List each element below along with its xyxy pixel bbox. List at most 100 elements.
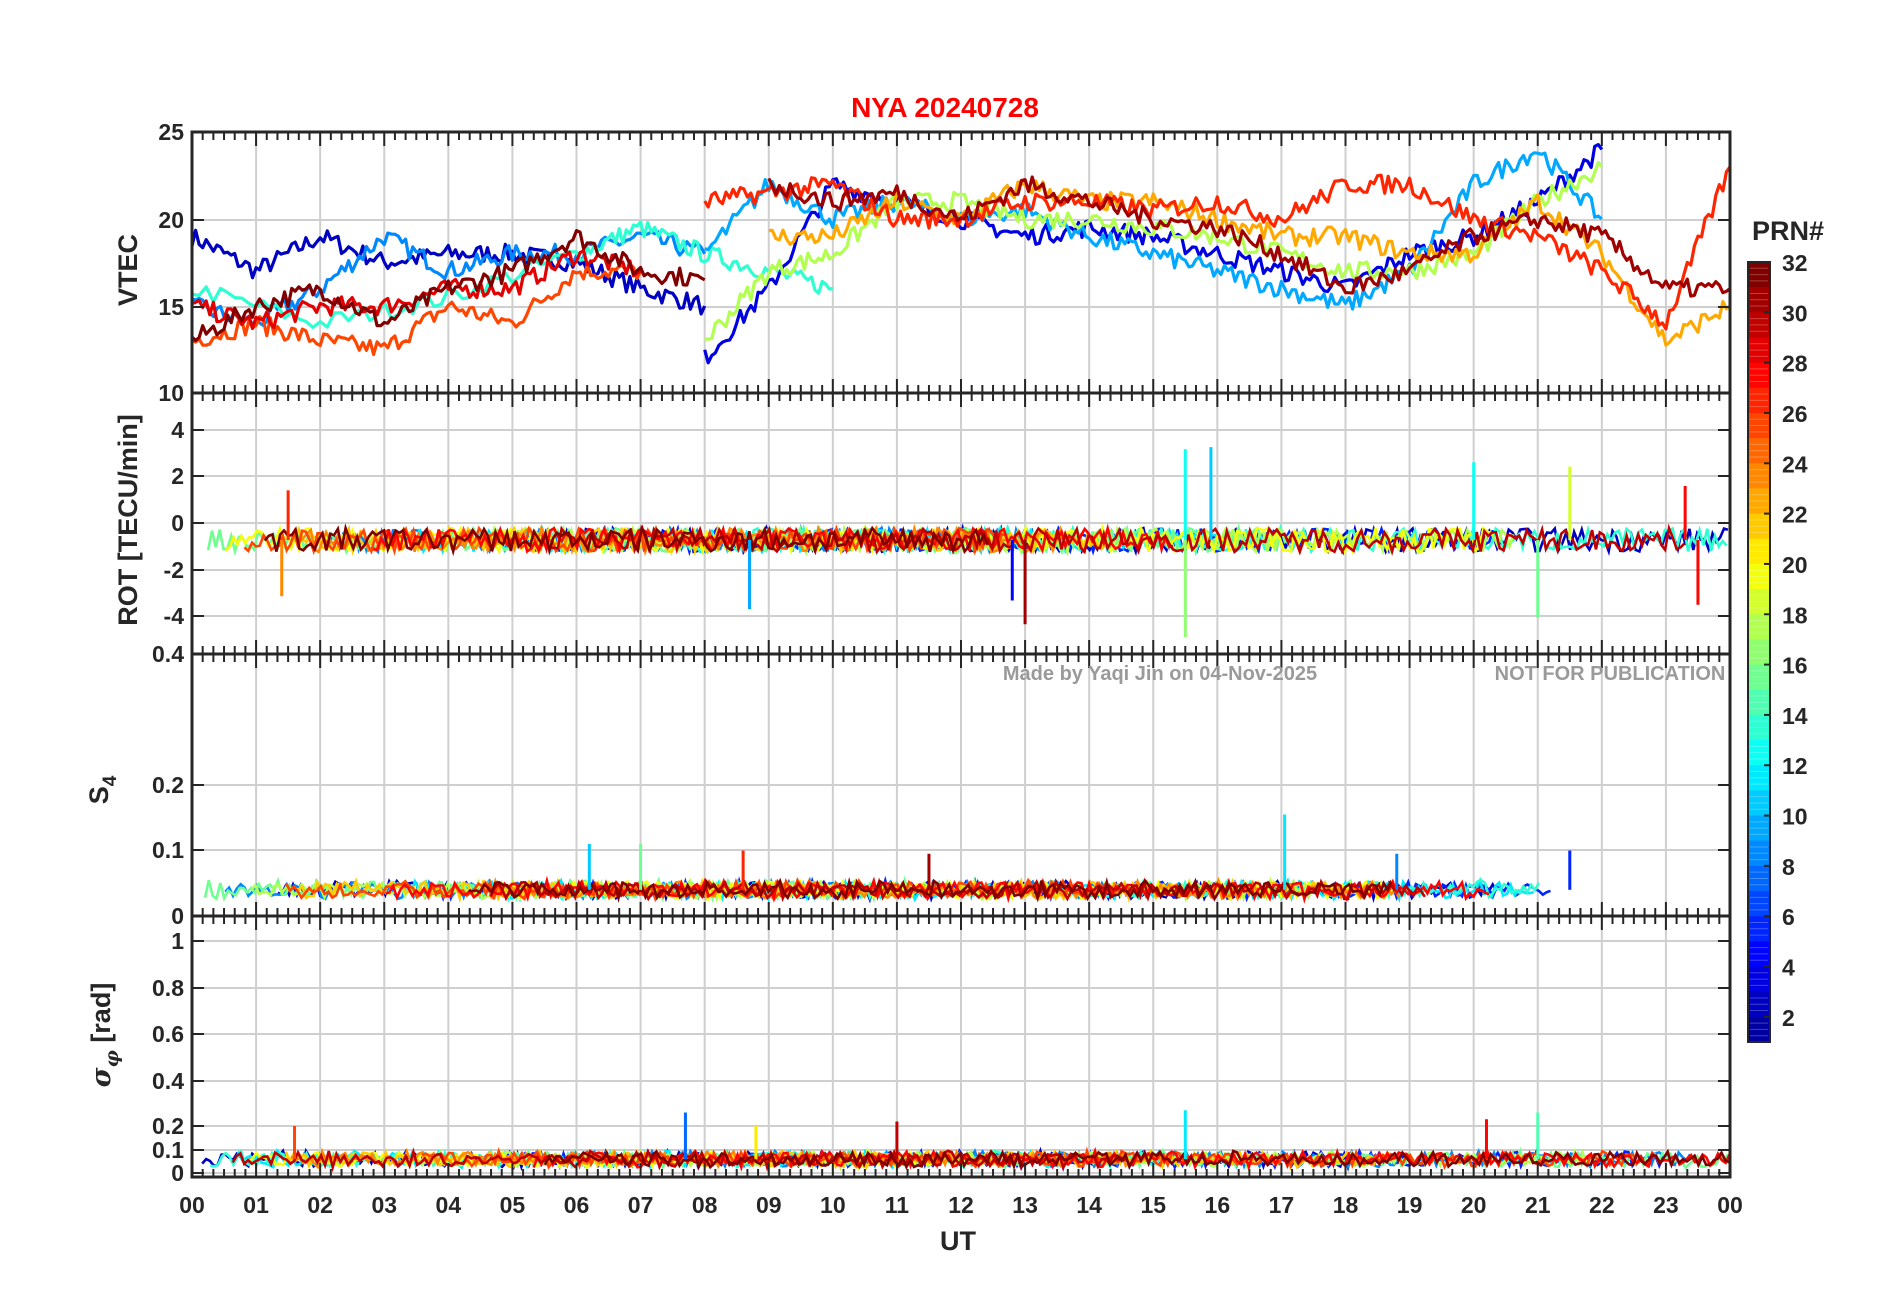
colorbar-tick-label: 30: [1782, 300, 1808, 326]
x-tick-label: 22: [1589, 1192, 1615, 1218]
series-line: [468, 877, 1393, 904]
colorbar-segment: [1748, 488, 1770, 515]
colorbar-segment: [1748, 387, 1770, 414]
colorbar-segment: [1748, 991, 1770, 1018]
panel-rot: 0 2 4 -2 -4: [164, 391, 1732, 656]
x-tick-label: 13: [1012, 1192, 1038, 1218]
panel-s4: 0 0.4 0.2 0.1: [152, 641, 1732, 929]
x-tick-label: 01: [243, 1192, 269, 1218]
x-tick-label: 09: [756, 1192, 782, 1218]
colorbar-segment: [1748, 740, 1770, 767]
colorbar-segment: [1748, 714, 1770, 742]
y-tick-label: 0.2: [152, 1113, 184, 1139]
svg-text:S4: S4: [84, 775, 121, 804]
series-line: [767, 175, 1730, 298]
y-tick-label: 0.6: [152, 1021, 184, 1047]
colorbar-tick-label: 22: [1782, 502, 1808, 528]
y-tick-label: -4: [164, 603, 185, 629]
series-line: [703, 165, 1730, 331]
colorbar-segment: [1748, 262, 1770, 289]
colorbar-segment: [1748, 312, 1770, 339]
colorbar-segment: [1748, 362, 1770, 389]
x-tick-label: 20: [1461, 1192, 1487, 1218]
colorbar-frame: [1747, 261, 1771, 1043]
svg-text:σφ [rad]: σφ [rad]: [86, 983, 123, 1088]
colorbar-segment: [1748, 287, 1770, 314]
colorbar-tick-label: 6: [1782, 904, 1795, 930]
colorbar-segment: [1748, 538, 1770, 565]
colorbar-tick-label: 4: [1782, 955, 1795, 981]
colorbar-segment: [1748, 639, 1770, 666]
y-tick-label: 15: [158, 294, 184, 320]
colorbar-segment: [1748, 614, 1770, 641]
y-tick-label: 0.4: [152, 641, 184, 667]
x-tick-label: 00: [1717, 1192, 1743, 1218]
series-line: [550, 523, 1686, 557]
y-tick-label: 0.4: [152, 1068, 184, 1094]
x-tick-label: 03: [371, 1192, 397, 1218]
colorbar-segment: [1748, 941, 1770, 968]
colorbar-segment: [1748, 337, 1770, 364]
colorbar-tick-label: 10: [1782, 804, 1808, 830]
y-tick-label: 0.1: [152, 837, 184, 863]
x-tick-label: 23: [1653, 1192, 1679, 1218]
colorbar-segment: [1748, 589, 1770, 616]
x-tick-label: 06: [564, 1192, 590, 1218]
y-tick-label: 1: [171, 928, 184, 954]
colorbar-segment: [1748, 891, 1770, 918]
series-line: [263, 523, 989, 557]
y-tick-label: 0: [171, 510, 184, 536]
x-tick-label: 16: [1205, 1192, 1231, 1218]
series-group: [203, 814, 1572, 904]
watermark-author: Made by Yaqi Jin on 04-Nov-2025: [1003, 663, 1317, 685]
x-tick-label: 12: [948, 1192, 974, 1218]
y-tick-label: 25: [158, 119, 184, 145]
x-tick-label: 04: [436, 1192, 462, 1218]
series-line: [543, 1148, 1730, 1171]
colorbar-tick-label: 20: [1782, 552, 1808, 578]
colorbar-segment: [1748, 664, 1770, 691]
series-line: [192, 262, 643, 357]
y-tick-label: 0: [171, 903, 184, 929]
y-axis-label-s4: S4: [84, 775, 121, 804]
y-tick-label: 0.1: [152, 1137, 184, 1163]
x-tick-label: 10: [820, 1192, 846, 1218]
colorbar-segment: [1748, 966, 1770, 993]
colorbar-segment: [1748, 865, 1770, 893]
colorbar-tick-label: 2: [1782, 1005, 1795, 1031]
series-line: [373, 523, 1174, 555]
y-axis-label-vtec: VTEC: [113, 234, 143, 306]
chart-title: NYA 20240728: [851, 92, 1039, 123]
y-tick-label: 0.8: [152, 975, 184, 1001]
colorbar-segment: [1748, 438, 1770, 465]
colorbar-label: PRN#: [1752, 216, 1824, 246]
series-line: [192, 230, 707, 328]
colorbar-segment: [1748, 412, 1770, 440]
series-group: [192, 143, 1730, 365]
x-tick-label: 17: [1269, 1192, 1295, 1218]
y-tick-label: 2: [171, 463, 184, 489]
x-tick-label: 14: [1076, 1192, 1102, 1218]
x-tick-label: 11: [885, 1192, 910, 1218]
x-tick-label: 08: [692, 1192, 718, 1218]
colorbar-tick-label: 28: [1782, 351, 1808, 377]
colorbar-segment: [1748, 1016, 1770, 1043]
panel-vtec: 10 15 20 25: [158, 119, 1732, 406]
colorbar-tick-label: 14: [1782, 703, 1808, 729]
colorbar-segment: [1748, 689, 1770, 716]
colorbar-segment: [1748, 916, 1770, 943]
panel-sigma-phi: 0 1 0.8 0.6 0.4 0.20.1: [152, 914, 1732, 1186]
colorbar-segment: [1748, 790, 1770, 817]
x-tick-label: 15: [1140, 1192, 1166, 1218]
colorbar-tick-label: 32: [1782, 250, 1808, 276]
colorbar-segment: [1748, 563, 1770, 591]
colorbar-tick-label: 26: [1782, 401, 1808, 427]
series-line: [192, 229, 706, 342]
colorbar-segment: [1748, 513, 1770, 540]
colorbar-segment: [1748, 765, 1770, 792]
y-tick-label: 4: [171, 417, 184, 443]
x-tick-label: 18: [1333, 1192, 1359, 1218]
colorbar-tick-label: 16: [1782, 653, 1808, 679]
colorbar: 32 30 28 26 24 22 20 18 16 14 12 10 8 6 4 2: [1747, 250, 1808, 1043]
